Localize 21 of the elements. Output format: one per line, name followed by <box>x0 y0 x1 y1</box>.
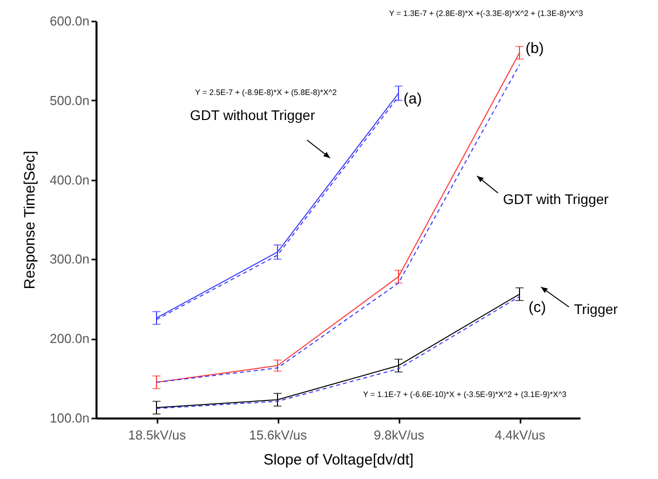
y-tick-label: 400.0n <box>50 172 90 188</box>
annotation: GDT with Trigger <box>503 191 609 207</box>
y-tick-label: 200.0n <box>50 331 90 346</box>
y-tick-label: 300.0n <box>50 252 90 267</box>
x-tick-label: 18.5kV/us <box>128 428 186 442</box>
x-tick-label: 4.4kV/us <box>494 428 546 442</box>
text: Y = 1.3E-7 + (2.8E-8)*X +(-3.3E-8)*X^2 + (1.3E-8)*X^3 <box>389 9 584 18</box>
annotation: (a) <box>404 90 422 108</box>
annotation: GDT without Trigger <box>190 107 316 123</box>
y-tick-label: 600.0n <box>50 14 90 28</box>
annotation: (b) <box>526 40 544 57</box>
y-tick-label: 100.0n <box>50 410 90 426</box>
annotation: (c) <box>528 299 546 316</box>
x-tick-label: 15.6kV/us <box>249 428 308 442</box>
annotation: Y = 1.1E-7 + (-6.6E-10)*X + (-3.5E-9)*X^2 + (3.1E-9)*X^3 <box>363 390 568 399</box>
annotation: Trigger <box>574 301 618 317</box>
x-tick-label: 9.8kV/us <box>374 428 425 442</box>
x-axis-title: Slope of Voltage[dv/dt] <box>263 452 414 468</box>
y-tick-label: 500.0n <box>50 92 90 108</box>
y-axis-title: Response Time[Sec] <box>22 150 39 290</box>
annotation: Y = 2.5E-7 + (-8.9E-8)*X + (5.8E-8)*X^2 <box>195 88 338 97</box>
